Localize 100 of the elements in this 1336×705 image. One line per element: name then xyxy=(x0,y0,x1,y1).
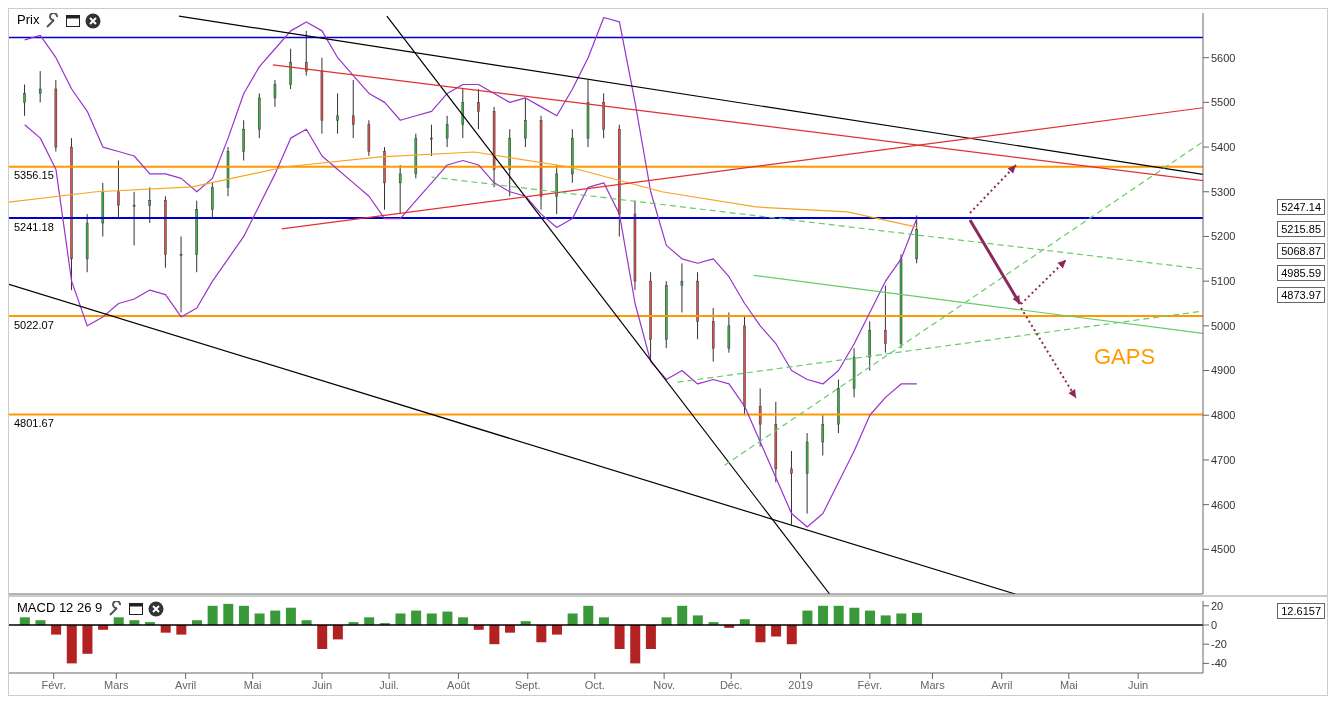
candlestick xyxy=(38,70,42,103)
x-tick-label: Juin xyxy=(311,678,333,691)
chart-title: MACD 12 26 9 xyxy=(17,600,103,615)
candlestick xyxy=(790,450,793,526)
candlestick xyxy=(179,235,183,313)
y-tick-label: -20 xyxy=(1211,638,1227,651)
candlestick xyxy=(23,84,26,117)
bar xyxy=(426,613,437,625)
bar xyxy=(176,625,187,635)
bar xyxy=(207,605,218,625)
bar xyxy=(270,610,281,625)
text: 4985.59 xyxy=(1277,265,1325,281)
bar xyxy=(51,625,62,635)
candlestick xyxy=(351,79,355,139)
bar xyxy=(395,613,406,625)
ref-line-label: 5241.18 xyxy=(14,220,54,233)
x-tick-label: 2019 xyxy=(788,678,813,691)
text: 12.6157 xyxy=(1277,603,1325,619)
bar xyxy=(66,625,77,664)
bar xyxy=(332,625,343,640)
y-tick-label: 5000 xyxy=(1211,319,1236,332)
bar xyxy=(442,611,453,625)
candlestick xyxy=(305,30,308,77)
bar xyxy=(880,615,891,625)
x-tick-label: Déc. xyxy=(719,678,743,691)
candlestick xyxy=(727,311,731,354)
chart-title: Prix xyxy=(17,12,40,27)
bar xyxy=(489,625,500,645)
bar xyxy=(771,625,782,637)
bar xyxy=(818,605,829,625)
candlestick xyxy=(477,88,480,130)
x-tick-label: Févr. xyxy=(41,678,66,691)
candlestick xyxy=(445,115,449,148)
candlestick xyxy=(461,88,465,139)
bar xyxy=(865,610,876,625)
candlestick xyxy=(398,164,402,215)
candlestick xyxy=(289,48,292,90)
candlestick xyxy=(430,124,433,157)
x-tick-label: Juin xyxy=(1128,678,1149,691)
y-tick-label: 4800 xyxy=(1211,409,1236,422)
y-tick-label: 4500 xyxy=(1211,543,1236,556)
bar xyxy=(645,625,656,649)
x-tick-label: Juil. xyxy=(379,678,399,691)
y-tick-label: 0 xyxy=(1211,618,1218,631)
candlestick xyxy=(758,387,762,448)
y-tick-label: 5300 xyxy=(1211,185,1236,198)
bar xyxy=(849,607,860,625)
bar xyxy=(692,615,703,625)
x-tick-label: Avril xyxy=(175,678,197,691)
bar xyxy=(614,625,625,649)
candlestick xyxy=(821,414,825,456)
bar xyxy=(411,610,422,625)
bar xyxy=(755,625,766,643)
y-tick-label: 5400 xyxy=(1211,140,1236,153)
candlestick xyxy=(884,285,887,354)
bar xyxy=(551,625,562,635)
bar xyxy=(911,612,922,625)
bar xyxy=(567,613,578,625)
x-tick-label: Mars xyxy=(104,678,130,691)
y-tick-label: 20 xyxy=(1211,599,1224,612)
x-tick-label: Oct. xyxy=(584,678,605,691)
x-tick-label: Août xyxy=(447,678,470,691)
bar xyxy=(317,625,328,649)
candlestick xyxy=(132,191,136,246)
text: 5247.14 xyxy=(1277,199,1325,215)
candlestick xyxy=(524,97,527,148)
bar xyxy=(786,625,797,645)
bar xyxy=(285,607,296,625)
y-tick-label: 4900 xyxy=(1211,364,1236,377)
ref-line-label: 5022.07 xyxy=(14,318,54,331)
bar xyxy=(536,625,547,643)
x-tick-label: Févr. xyxy=(857,678,883,691)
annotation: GAPS xyxy=(1094,344,1156,370)
bar xyxy=(238,605,249,625)
x-tick-label: Mars xyxy=(920,678,946,691)
x-tick-label: Sept. xyxy=(514,678,541,691)
candlestick xyxy=(148,186,152,224)
text: 5068.87 xyxy=(1277,243,1325,259)
y-tick-label: 5100 xyxy=(1211,275,1236,288)
bar xyxy=(896,613,907,625)
bar xyxy=(223,603,234,625)
candlestick xyxy=(680,262,684,313)
x-tick-label: Mai xyxy=(1059,678,1078,691)
y-tick-label: 5600 xyxy=(1211,51,1236,64)
ref-line-label: 4801.67 xyxy=(14,417,54,430)
candlestick xyxy=(242,119,245,161)
x-tick-label: Avril xyxy=(991,678,1013,691)
bar xyxy=(254,613,265,625)
bar xyxy=(630,625,641,664)
bar xyxy=(802,610,813,625)
bar xyxy=(583,605,594,625)
y-tick-label: 4600 xyxy=(1211,498,1236,511)
candlestick xyxy=(117,159,120,220)
bar xyxy=(82,625,93,654)
bar xyxy=(677,605,688,625)
y-tick-label: 4700 xyxy=(1211,453,1236,466)
text: 4873.97 xyxy=(1277,287,1325,303)
y-tick-label: 5200 xyxy=(1211,230,1236,243)
x-tick-label: Mai xyxy=(243,678,262,691)
candlestick xyxy=(211,182,214,220)
